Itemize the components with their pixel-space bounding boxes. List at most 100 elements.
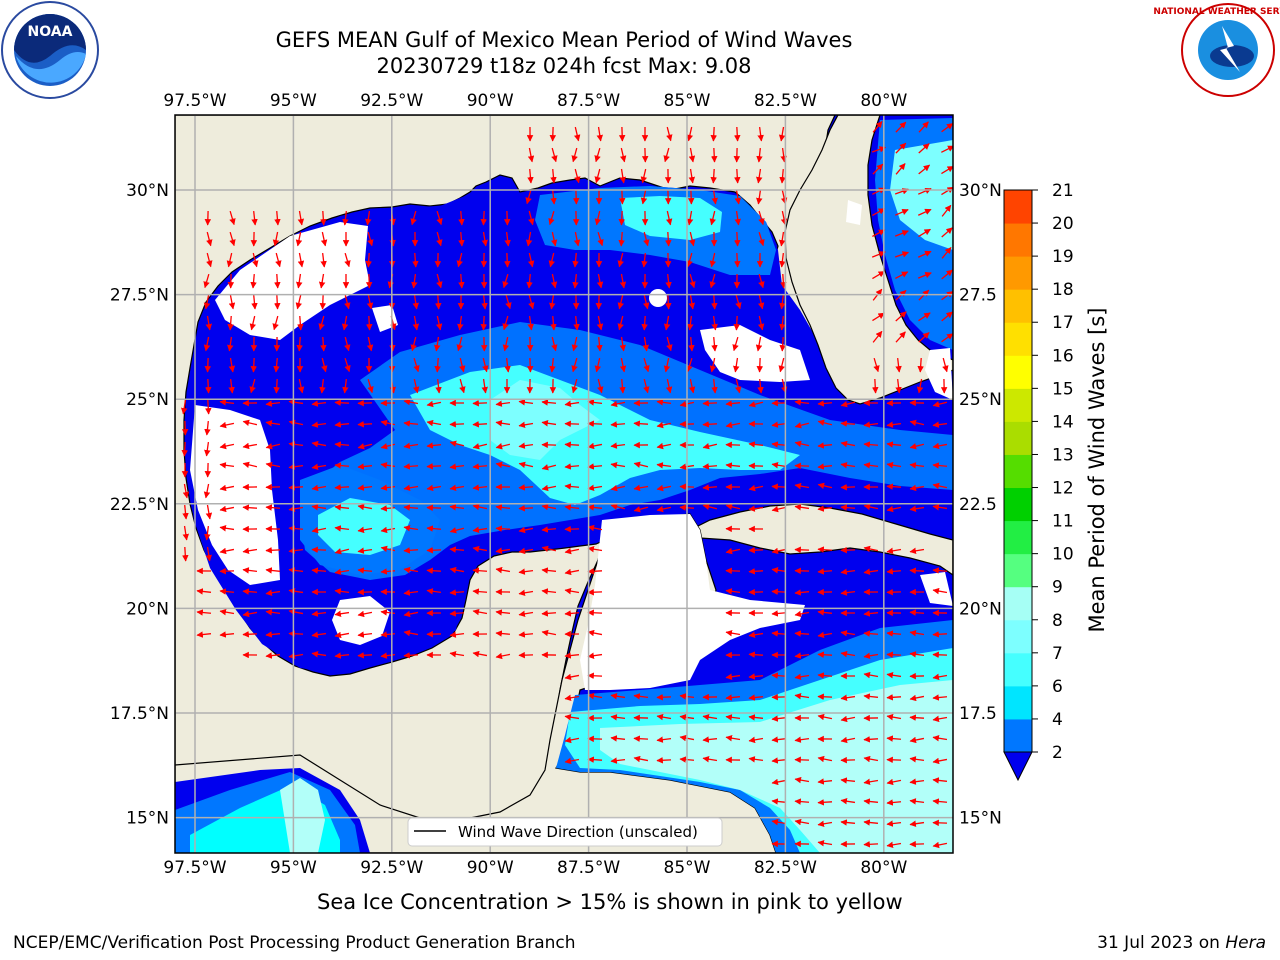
colorbar-segment <box>1004 256 1032 290</box>
wave-direction-arrow <box>748 505 764 512</box>
wave-direction-arrow <box>932 631 948 638</box>
wave-direction-arrow <box>932 587 948 595</box>
wave-direction-arrow <box>334 631 350 639</box>
wave-direction-arrow <box>656 462 672 469</box>
colorbar-tick-label: 14 <box>1052 412 1074 432</box>
wave-direction-arrow <box>412 252 419 268</box>
wave-direction-arrow <box>916 378 924 394</box>
wave-direction-arrow <box>932 841 948 849</box>
wave-direction-arrow <box>297 252 305 268</box>
wave-direction-arrow <box>573 231 581 247</box>
wave-direction-arrow <box>426 463 442 470</box>
wave-direction-arrow <box>357 503 373 511</box>
wave-direction-arrow <box>526 273 533 289</box>
wave-direction-arrow <box>748 673 764 680</box>
wave-direction-arrow <box>886 483 902 490</box>
wave-direction-arrow <box>909 736 925 744</box>
wave-direction-arrow <box>459 357 466 373</box>
wave-direction-arrow <box>702 484 718 491</box>
wave-direction-arrow <box>311 567 327 574</box>
wave-direction-arrow <box>527 147 535 163</box>
wave-direction-arrow <box>886 421 902 428</box>
wave-direction-arrow <box>918 228 931 238</box>
wave-direction-arrow <box>357 610 373 618</box>
wave-direction-arrow <box>711 315 718 331</box>
wave-direction-arrow <box>435 378 442 394</box>
wave-direction-arrow <box>619 273 627 289</box>
wave-direction-arrow <box>265 504 281 511</box>
wave-direction-arrow <box>571 147 578 163</box>
wave-direction-arrow <box>610 693 626 700</box>
wave-direction-arrow <box>840 568 856 575</box>
wave-direction-arrow <box>656 399 672 406</box>
wave-direction-arrow <box>458 273 465 289</box>
lat-tick-left: 25°N <box>126 390 169 410</box>
wave-direction-arrow <box>319 294 327 310</box>
wave-direction-arrow <box>505 294 512 310</box>
wave-direction-arrow <box>472 399 488 407</box>
wave-direction-arrow <box>771 798 787 805</box>
wave-direction-arrow <box>311 421 327 428</box>
wave-direction-arrow <box>596 126 603 142</box>
wave-direction-arrow <box>180 399 188 415</box>
wave-direction-arrow <box>472 650 488 658</box>
wave-direction-arrow <box>311 610 327 617</box>
wave-direction-arrow <box>495 443 511 450</box>
wave-direction-arrow <box>541 420 557 427</box>
wave-direction-arrow <box>587 588 603 596</box>
wave-direction-arrow <box>895 311 907 322</box>
wave-direction-arrow <box>909 484 925 492</box>
wave-direction-arrow <box>518 442 534 449</box>
wave-direction-arrow <box>894 208 909 216</box>
wave-direction-arrow <box>886 505 902 513</box>
wave-direction-arrow <box>771 757 787 764</box>
wave-direction-arrow <box>863 568 879 575</box>
colorbar-segment <box>1004 619 1032 654</box>
wave-direction-arrow <box>504 357 511 373</box>
wave-direction-arrow <box>619 147 627 163</box>
wave-direction-arrow <box>771 672 787 679</box>
wave-direction-arrow <box>318 273 326 289</box>
wave-direction-arrow <box>863 693 879 700</box>
wave-direction-arrow <box>656 736 672 743</box>
wave-direction-arrow <box>495 547 511 554</box>
wave-direction-arrow <box>725 503 741 510</box>
wave-direction-arrow <box>709 357 717 373</box>
wave-direction-arrow <box>872 229 886 237</box>
wave-direction-arrow <box>564 757 580 765</box>
wave-direction-arrow <box>840 461 856 469</box>
wave-direction-arrow <box>711 378 718 394</box>
wave-direction-arrow <box>895 331 906 343</box>
wave-direction-arrow <box>265 652 281 659</box>
wave-direction-arrow <box>794 546 810 554</box>
wave-direction-arrow <box>495 420 511 427</box>
colorbar-segment <box>1004 190 1032 224</box>
wave-direction-arrow <box>411 273 418 289</box>
wave-direction-arrow <box>735 378 742 394</box>
wave-direction-arrow <box>426 442 442 449</box>
wave-direction-arrow <box>758 210 765 226</box>
wave-direction-arrow <box>587 609 603 617</box>
wave-direction-arrow <box>932 504 948 511</box>
wave-direction-arrow <box>895 378 902 394</box>
wave-direction-arrow <box>817 419 833 426</box>
wave-direction-arrow <box>610 442 626 449</box>
wave-direction-arrow <box>942 357 949 373</box>
wave-direction-arrow <box>367 231 374 247</box>
wave-direction-arrow <box>771 778 787 786</box>
wave-direction-arrow <box>472 443 488 450</box>
wave-direction-arrow <box>886 630 902 637</box>
map-legend: Wind Wave Direction (unscaled) <box>407 817 723 847</box>
wave-direction-arrow <box>436 231 443 247</box>
wave-direction-arrow <box>932 482 948 490</box>
wave-direction-arrow <box>449 610 465 617</box>
colorbar-tick-label: 15 <box>1052 379 1074 399</box>
wave-direction-arrow <box>909 443 925 450</box>
wave-direction-arrow <box>265 631 281 638</box>
wave-direction-arrow <box>817 713 833 721</box>
wave-direction-arrow <box>666 126 673 142</box>
wave-direction-arrow <box>472 484 488 491</box>
wave-direction-arrow <box>219 631 235 638</box>
wave-direction-arrow <box>734 252 741 268</box>
wave-direction-arrow <box>817 631 833 639</box>
